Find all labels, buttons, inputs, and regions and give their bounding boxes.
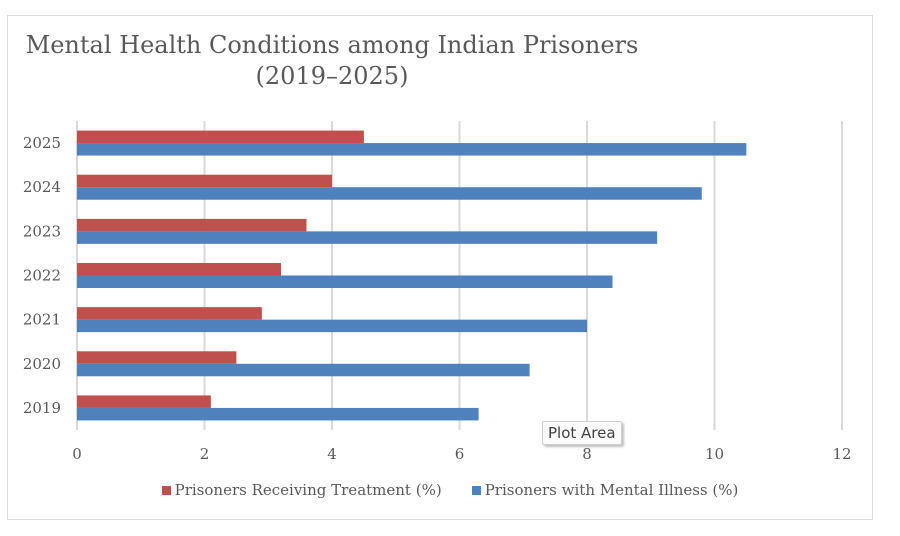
legend-swatch-illness [471, 485, 481, 495]
legend-label-treatment: Prisoners Receiving Treatment (%) [174, 481, 442, 499]
x-tick-label-4: 4 [327, 445, 337, 463]
y-tick-label-2022: 2022 [23, 267, 61, 285]
bar-treatment-2020 [77, 351, 237, 364]
bar-illness-2021 [77, 319, 587, 333]
chart-title-line-1: Mental Health Conditions among Indian Pr… [25, 31, 639, 59]
bar-treatment-2025 [77, 130, 364, 144]
x-tick-label-6: 6 [455, 445, 465, 463]
legend-label-illness: Prisoners with Mental Illness (%) [484, 481, 739, 499]
y-tick-label-2024: 2024 [23, 178, 61, 196]
bar-illness-2020 [77, 363, 530, 377]
legend-swatch-treatment [161, 485, 171, 495]
bar-illness-2023 [77, 231, 658, 244]
y-tick-label-2021: 2021 [23, 311, 61, 329]
chart-title-line-2: (2019–2025) [255, 62, 409, 90]
bar-illness-2024 [77, 187, 702, 200]
x-tick-label-8: 8 [582, 445, 592, 463]
y-tick-label-2025: 2025 [23, 134, 61, 152]
x-tick-label-2: 2 [200, 445, 210, 463]
x-tick-label-12: 12 [832, 445, 851, 463]
legend-item-treatment[interactable]: Prisoners Receiving Treatment (%) [161, 481, 442, 499]
x-tick-label-0: 0 [72, 445, 82, 463]
x-tick-label-10: 10 [705, 445, 724, 463]
y-tick-label-2019: 2019 [23, 399, 61, 417]
bar-treatment-2023 [77, 218, 307, 232]
y-tick-label-2020: 2020 [23, 355, 61, 373]
legend-item-illness[interactable]: Prisoners with Mental Illness (%) [471, 481, 739, 499]
bar-treatment-2021 [77, 307, 262, 320]
bar-treatment-2022 [77, 263, 281, 276]
y-tick-label-2023: 2023 [23, 222, 61, 240]
legend: Prisoners Receiving Treatment (%) Prison… [0, 481, 900, 499]
plot-area-tooltip: Plot Area [542, 421, 622, 445]
bar-treatment-2019 [77, 395, 211, 408]
bar-treatment-2024 [77, 174, 332, 188]
bar-illness-2022 [77, 275, 613, 288]
bar-illness-2019 [77, 407, 479, 421]
chart-title: Mental Health Conditions among Indian Pr… [0, 30, 664, 92]
bar-illness-2025 [77, 143, 747, 156]
